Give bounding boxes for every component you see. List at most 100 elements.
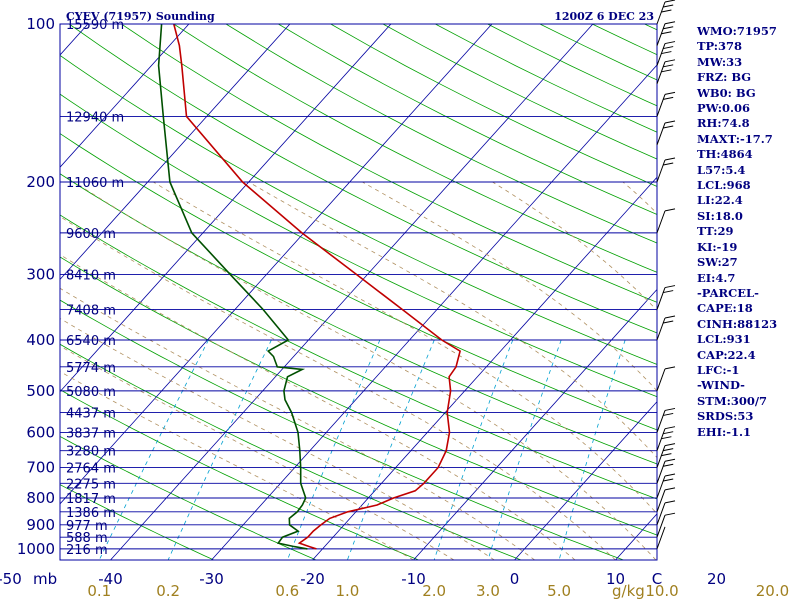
- wind-barb-flag: [663, 478, 674, 482]
- temperature-tick-label: -40: [98, 570, 123, 588]
- index-line: KI:-19: [697, 239, 738, 254]
- wind-barb-staff: [656, 526, 666, 550]
- wind-barb-staff: [656, 122, 666, 146]
- index-line: EHI:-1.1: [697, 424, 752, 439]
- mixing-ratio-line: [347, 339, 435, 560]
- isotherm: [514, 401, 657, 560]
- wind-barb-flag: [664, 512, 676, 516]
- temperature-tick-label: C: [652, 570, 662, 588]
- mixing-ratio-unit-label: g/kg: [612, 582, 645, 600]
- wind-barbs: [656, 0, 676, 550]
- wind-barb-flag: [664, 208, 676, 212]
- height-label: 6540 m: [66, 334, 116, 349]
- mixing-ratio-tick-label: 10.0: [645, 582, 678, 600]
- isotherm: [60, 24, 392, 393]
- index-line: RH:74.8: [697, 116, 750, 131]
- wind-barb-flag: [661, 9, 672, 13]
- wind-barb-flag: [664, 21, 676, 25]
- wind-barb-flag: [664, 120, 676, 124]
- index-line: LFC:-1: [697, 362, 740, 377]
- plot-frame: [59, 23, 658, 561]
- index-line: STM:300/7: [697, 393, 768, 408]
- pressure-label: 500: [26, 382, 55, 400]
- mixing-ratio-tick-label: 5.0: [547, 582, 571, 600]
- dry-adiabat: [60, 256, 657, 536]
- pressure-label: 900: [26, 516, 55, 534]
- chart-title: CYEV (71957) Sounding: [66, 10, 215, 23]
- index-line: CAP:22.4: [697, 347, 756, 362]
- mixing-ratio-line: [433, 339, 514, 560]
- indices-panel: WMO:71957 TP:378 MW:33 FRZ: BG WB0: BG PW:0.0…: [697, 24, 797, 440]
- index-line: WB0: BG: [697, 85, 756, 100]
- wind-barb-flag: [664, 487, 676, 491]
- mixing-ratio-tick-label: 2.0: [422, 582, 446, 600]
- wind-barb-staff: [656, 475, 666, 499]
- dry-adiabat: [173, 24, 657, 273]
- wind-barb-flag: [663, 431, 674, 435]
- mixing-ratio-line: [167, 339, 272, 560]
- index-line: EI:4.7: [697, 270, 736, 285]
- dry-adiabat: [60, 93, 657, 398]
- index-line: MW:33: [697, 54, 743, 69]
- temperature-tick-label: 10: [606, 570, 625, 588]
- index-line: SI:18.0: [697, 208, 743, 223]
- chart-date: 1200Z 6 DEC 23: [554, 10, 654, 23]
- height-label: 1817 m: [66, 492, 116, 507]
- wind-barb-flag: [663, 125, 674, 129]
- height-label: 2275 m: [66, 477, 116, 492]
- moist-adiabat: [248, 181, 657, 459]
- wind-barb-flag: [663, 290, 674, 294]
- height-label: 7408 m: [66, 304, 116, 319]
- index-line: TP:378: [697, 39, 743, 54]
- dry-adiabat: [60, 214, 657, 500]
- pressure-unit-label: mb: [33, 570, 57, 588]
- dry-adiabat: [60, 435, 317, 560]
- index-line: WMO:71957: [697, 24, 777, 38]
- mixing-ratio-line: [98, 339, 209, 560]
- dry-adiabat: [68, 24, 657, 334]
- isotherm: [413, 288, 657, 560]
- wind-barb-flag: [664, 407, 676, 411]
- dry-adiabat: [225, 24, 657, 244]
- height-label: 1386 m: [66, 506, 116, 521]
- height-label: 2764 m: [66, 462, 116, 477]
- wind-barb-flag: [664, 91, 676, 95]
- wind-barb-flag: [664, 458, 676, 462]
- mixing-ratio-line: [558, 339, 626, 560]
- wind-barb-staff: [656, 287, 666, 310]
- height-label: 8410 m: [66, 268, 116, 283]
- wind-barb-staff: [656, 461, 666, 484]
- wind-barb-staff: [656, 61, 666, 84]
- isotherm: [211, 64, 657, 560]
- mixing-ratio-tick-label: 20.0: [756, 582, 789, 600]
- wind-barb-staff: [656, 94, 666, 117]
- mixing-ratio-tick-label: 0.6: [275, 582, 299, 600]
- wind-barb-flag: [661, 51, 672, 55]
- height-label: 11060 m: [66, 176, 124, 191]
- index-line: CINH:88123: [697, 316, 778, 331]
- pressure-label: 1000: [17, 540, 55, 558]
- moist-adiabat: [60, 345, 455, 560]
- height-label: 3837 m: [66, 426, 116, 441]
- wind-barb-flag: [664, 59, 676, 63]
- pressure-label: 100: [26, 15, 55, 33]
- wind-barb-flag: [664, 473, 676, 477]
- height-label: 9600 m: [66, 227, 116, 242]
- pressure-label: 600: [26, 423, 55, 441]
- height-label: 3280 m: [66, 445, 116, 460]
- height-label: 4437 m: [66, 407, 116, 422]
- height-label: 588 m: [66, 531, 108, 546]
- height-label: 5080 m: [66, 385, 116, 400]
- wind-barb-flag: [664, 500, 676, 504]
- mixing-ratio-tick-label: 3.0: [476, 582, 500, 600]
- wind-barb-flag: [663, 4, 674, 8]
- mixing-ratio-line: [487, 339, 562, 560]
- index-line: PW:0.06: [697, 101, 751, 116]
- index-line: FRZ: BG: [697, 70, 752, 85]
- mixing-ratio-tick-label: 0.1: [87, 582, 111, 600]
- wind-barb-flag: [661, 453, 672, 457]
- wind-barb-staff: [656, 23, 666, 46]
- height-label: 977 m: [66, 519, 108, 534]
- isotherm: [312, 176, 657, 560]
